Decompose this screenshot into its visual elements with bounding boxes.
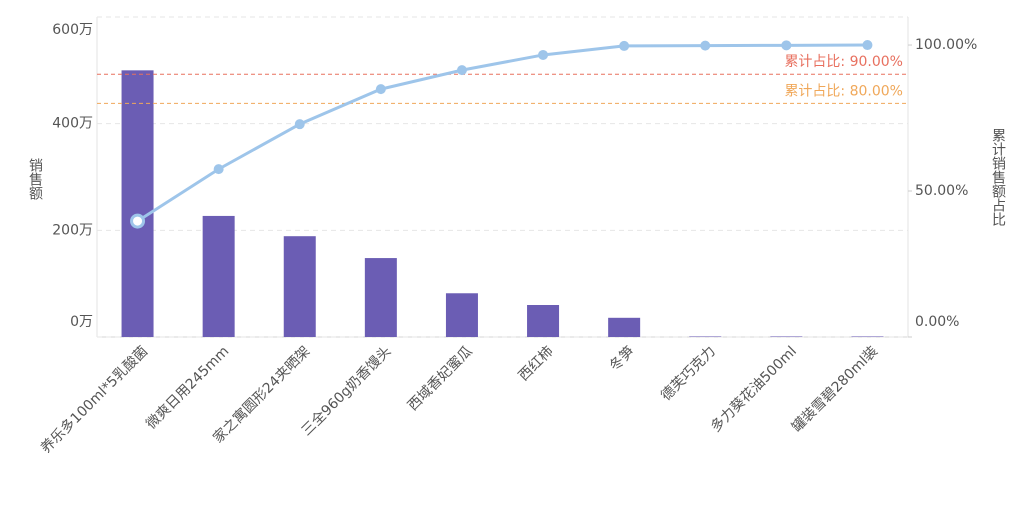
line-point: [619, 40, 630, 51]
line-point: [781, 40, 792, 51]
x-tick-label: 西红柿: [515, 343, 557, 385]
line-point: [375, 84, 386, 95]
bar: [283, 236, 316, 337]
line-point: [538, 49, 549, 60]
line-point: [294, 119, 305, 130]
x-tick-label: 微爽日用245mm: [143, 343, 232, 432]
bar: [202, 215, 235, 337]
line-point: [862, 40, 873, 51]
bar: [770, 336, 803, 337]
y-tick-label: 400万: [52, 116, 93, 132]
bar: [121, 70, 154, 337]
y2-axis-title: 累计销售额占比: [990, 128, 1006, 226]
y-tick-label: 0万: [70, 314, 93, 330]
line-point: [213, 164, 224, 175]
bar: [445, 293, 478, 337]
threshold-label: 累计占比: 90.00%: [784, 54, 903, 70]
y-axis-title: 销售额: [27, 158, 43, 200]
x-tick-label: 冬笋: [606, 343, 638, 375]
bar: [364, 258, 397, 337]
x-tick-label: 多力葵花油500ml: [707, 343, 800, 436]
y2-tick-label: 50.00%: [915, 183, 968, 199]
x-tick-label: 三全960g奶香馒头: [298, 343, 395, 440]
y-tick-label: 200万: [52, 222, 93, 238]
x-tick-label: 德芙巧克力: [657, 343, 719, 405]
cumulative-line: [136, 43, 868, 223]
x-tick-label: 西域香妃蜜瓜: [405, 343, 476, 414]
bar: [527, 305, 560, 337]
bar: [608, 317, 641, 337]
x-tick-label: 罐装雪碧280ml装: [789, 343, 881, 435]
line-point: [130, 213, 146, 229]
line-point: [700, 40, 711, 51]
x-tick-label: 养乐多100ml*5乳酸菌: [37, 343, 151, 457]
threshold-label: 累计占比: 80.00%: [784, 83, 903, 99]
bar: [689, 336, 722, 337]
y-tick-label: 600万: [52, 22, 93, 38]
y2-tick-label: 100.00%: [915, 37, 977, 53]
y2-tick-label: 0.00%: [915, 314, 959, 330]
line-point: [456, 65, 467, 76]
bar: [851, 336, 884, 337]
